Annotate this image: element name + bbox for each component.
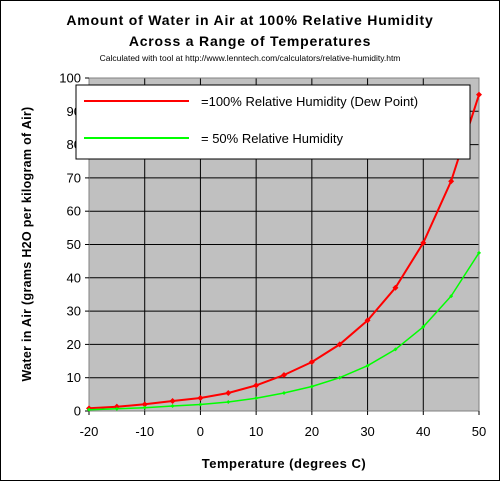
data-point-1 <box>197 395 204 402</box>
data-point-2 <box>142 405 147 410</box>
data-point-2 <box>421 324 426 329</box>
data-point-2 <box>365 363 370 368</box>
x-tick-label: 10 <box>249 424 263 439</box>
x-axis-label: Temperature (degrees C) <box>201 456 367 471</box>
data-point-1 <box>476 91 482 98</box>
legend-label-1: =100% Relative Humidity (Dew Point) <box>201 94 418 109</box>
data-point-2 <box>309 384 314 389</box>
y-tick-label: 20 <box>67 337 81 352</box>
y-tick-label: 100 <box>59 71 81 86</box>
data-point-2 <box>282 391 286 396</box>
data-point-2 <box>198 402 203 407</box>
y-tick-label: 40 <box>67 270 81 285</box>
data-point-1 <box>281 372 287 379</box>
data-point-1 <box>253 382 260 389</box>
legend-label-2: = 50% Relative Humidity <box>201 131 343 146</box>
data-point-2 <box>170 404 175 409</box>
data-point-1 <box>420 239 427 246</box>
y-tick-label: 10 <box>67 370 81 385</box>
chart-subtitle: Calculated with tool at http://www.lennt… <box>99 53 401 63</box>
data-point-1 <box>308 359 315 366</box>
data-point-1 <box>225 390 232 397</box>
y-tick-label: 50 <box>67 237 81 252</box>
y-tick-label: 70 <box>67 170 81 185</box>
chart-title-line2: Across a Range of Temperatures <box>128 33 372 49</box>
x-tick-label: 50 <box>472 424 486 439</box>
data-point-1 <box>448 178 455 185</box>
y-axis-label: Water in Air (grams H2O per kilogram of … <box>20 106 34 382</box>
x-tick-label: -20 <box>80 424 99 439</box>
y-tick-label: 30 <box>67 304 81 319</box>
data-point-2 <box>114 406 119 411</box>
data-point-1 <box>141 401 148 408</box>
legend-box <box>75 84 471 160</box>
data-point-2 <box>337 375 342 380</box>
data-point-2 <box>254 396 259 401</box>
data-point-1 <box>364 317 371 324</box>
x-tick-label: 20 <box>305 424 319 439</box>
data-point-2 <box>226 400 231 405</box>
x-tick-label: 0 <box>197 424 204 439</box>
data-point-2 <box>87 407 91 412</box>
y-tick-label: 0 <box>74 404 81 419</box>
data-point-1 <box>169 398 176 405</box>
data-point-1 <box>336 341 343 348</box>
x-tick-label: 30 <box>360 424 374 439</box>
chart-title: Amount of Water in Air at 100% Relative … <box>66 12 434 28</box>
data-point-2 <box>449 294 454 299</box>
data-point-2 <box>393 347 398 352</box>
y-tick-label: 60 <box>67 204 81 219</box>
x-tick-label: 40 <box>416 424 430 439</box>
x-tick-label: -10 <box>135 424 154 439</box>
data-point-2 <box>477 250 481 255</box>
data-point-1 <box>392 284 399 291</box>
